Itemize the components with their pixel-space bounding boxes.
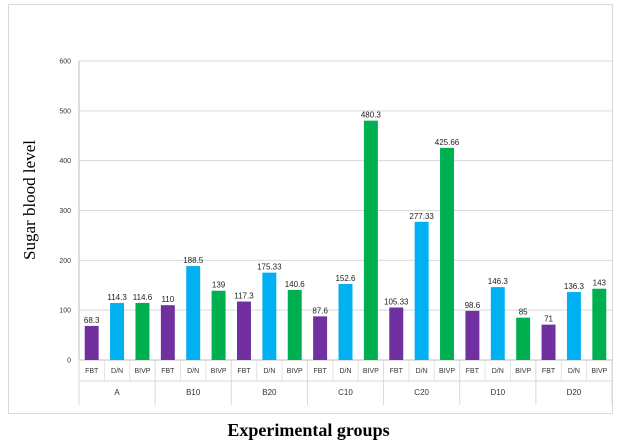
bar-d10-fbt: [465, 310, 480, 360]
data-label: 117.3: [234, 292, 254, 301]
bar-d20-bivp: [592, 288, 607, 360]
data-label: 146.3: [488, 277, 509, 286]
data-label: 425.66: [435, 138, 460, 147]
x-tick-label: D/N: [339, 368, 351, 375]
bar-a-dn: [110, 303, 125, 360]
bar-b20-bivp: [287, 289, 302, 360]
y-axis-title: Sugar blood level: [20, 140, 39, 260]
group-label: C20: [414, 388, 429, 397]
data-label: 68.3: [84, 316, 100, 325]
x-tick-label: FBT: [85, 368, 99, 375]
data-label: 110: [161, 295, 174, 304]
data-label: 114.6: [133, 293, 153, 302]
data-label: 139: [212, 281, 226, 290]
x-tick-label: D/N: [416, 368, 428, 375]
data-label: 480.3: [361, 111, 382, 120]
x-tick-label: FBT: [466, 368, 480, 375]
data-label: 105.33: [384, 298, 409, 307]
data-label: 175.33: [257, 263, 282, 272]
group-label: C10: [338, 388, 353, 397]
x-tick-label: FBT: [237, 368, 251, 375]
bar-b10-fbt: [160, 305, 175, 360]
x-tick-label: D/N: [568, 368, 580, 375]
bar-c10-fbt: [313, 316, 328, 360]
y-tick-label: 500: [59, 108, 71, 115]
bar-b20-fbt: [236, 301, 251, 360]
y-tick-label: 200: [59, 258, 71, 265]
bar-a-bivp: [135, 302, 150, 360]
bar-b10-bivp: [211, 290, 226, 360]
bar-c10-dn: [338, 283, 353, 360]
x-tick-label: BIVP: [591, 368, 607, 375]
bar-d10-bivp: [516, 317, 531, 360]
data-label: 136.3: [564, 282, 585, 291]
bar-c10-bivp: [363, 120, 378, 360]
x-axis-title: Experimental groups: [227, 420, 390, 440]
y-tick-label: 0: [67, 358, 71, 365]
data-label: 98.6: [465, 301, 481, 310]
chart-frame: [8, 4, 613, 414]
group-label: B20: [262, 388, 277, 397]
data-label: 152.6: [335, 274, 356, 283]
bar-b20-dn: [262, 272, 277, 360]
data-label: 143: [593, 279, 607, 288]
y-tick-label: 400: [59, 158, 71, 165]
data-label: 85: [519, 308, 528, 317]
data-label: 277.33: [409, 212, 434, 221]
x-tick-label: FBT: [390, 368, 404, 375]
data-label: 114.3: [107, 293, 127, 302]
x-tick-label: FBT: [314, 368, 328, 375]
bar-c20-dn: [414, 221, 429, 360]
bar-c20-bivp: [440, 147, 455, 360]
x-tick-label: FBT: [161, 368, 175, 375]
y-tick-label: 600: [59, 59, 71, 66]
x-tick-label: D/N: [111, 368, 123, 375]
x-tick-label: BIVP: [134, 368, 150, 375]
x-tick-label: D/N: [187, 368, 199, 375]
data-label: 87.6: [312, 306, 328, 315]
group-label: B10: [186, 388, 201, 397]
group-label: D10: [490, 388, 505, 397]
y-tick-label: 100: [59, 308, 71, 315]
group-label: D20: [567, 388, 582, 397]
x-tick-label: BIVP: [211, 368, 227, 375]
x-tick-label: BIVP: [363, 368, 379, 375]
x-tick-label: FBT: [542, 368, 556, 375]
bar-a-fbt: [84, 325, 99, 360]
y-tick-label: 300: [59, 208, 71, 215]
x-tick-label: BIVP: [287, 368, 303, 375]
data-label: 188.5: [183, 256, 204, 265]
group-label: A: [114, 388, 120, 397]
data-label: 71: [544, 315, 553, 324]
bar-d10-dn: [490, 287, 505, 360]
bar-c20-fbt: [389, 307, 404, 360]
x-tick-label: D/N: [492, 368, 504, 375]
bar-d20-dn: [566, 292, 581, 360]
data-label: 140.6: [285, 280, 306, 289]
bar-b10-dn: [186, 266, 201, 360]
x-tick-label: BIVP: [515, 368, 531, 375]
bar-d20-fbt: [541, 324, 556, 360]
x-tick-label: BIVP: [439, 368, 455, 375]
x-tick-label: D/N: [263, 368, 275, 375]
